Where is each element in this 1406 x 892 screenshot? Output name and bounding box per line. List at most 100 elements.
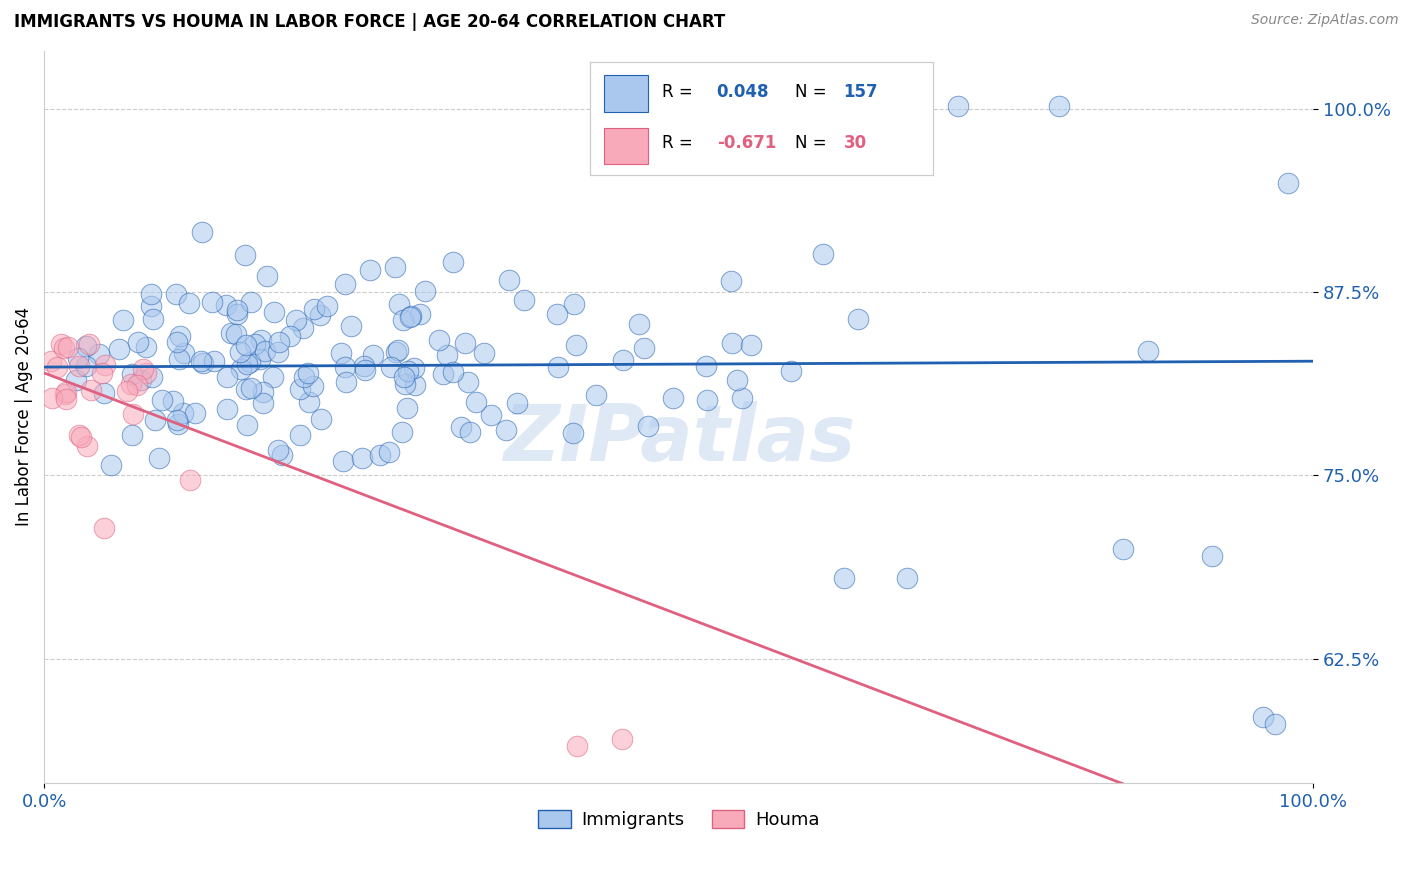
Point <box>93 521 115 535</box>
Point <box>111 313 134 327</box>
Point <box>253 343 276 358</box>
Point <box>564 297 586 311</box>
Point <box>121 367 143 381</box>
Point <box>166 334 188 349</box>
Point <box>387 343 409 357</box>
Point <box>141 312 163 326</box>
Point <box>173 346 195 360</box>
Point <box>333 359 356 374</box>
Point <box>165 286 187 301</box>
Point <box>79 336 101 351</box>
Point <box>217 401 239 416</box>
Point <box>267 334 290 349</box>
Point <box>353 363 375 377</box>
Point <box>633 341 655 355</box>
Point <box>67 351 90 365</box>
Point <box>139 299 162 313</box>
Point <box>392 313 415 327</box>
Point <box>39 354 62 368</box>
Point <box>359 263 381 277</box>
Point <box>546 307 568 321</box>
Point <box>239 355 262 369</box>
Point <box>329 345 352 359</box>
Point <box>627 317 650 331</box>
Point <box>565 739 588 754</box>
Point <box>464 394 486 409</box>
Point <box>662 391 685 405</box>
Point <box>249 352 271 367</box>
Point <box>610 732 633 747</box>
Point <box>479 408 502 422</box>
Point <box>630 813 652 827</box>
Legend: Immigrants, Houma: Immigrants, Houma <box>531 803 827 837</box>
Point <box>67 359 90 373</box>
Y-axis label: In Labor Force | Age 20-64: In Labor Force | Age 20-64 <box>15 308 32 526</box>
Point <box>297 366 319 380</box>
Point <box>169 328 191 343</box>
Point <box>565 337 588 351</box>
Point <box>120 376 142 391</box>
Point <box>225 303 247 318</box>
Point <box>215 298 238 312</box>
Point <box>252 384 274 399</box>
Point <box>225 326 247 341</box>
Point <box>115 384 138 398</box>
Point <box>731 391 754 405</box>
Point <box>472 346 495 360</box>
Point <box>612 352 634 367</box>
Point <box>1264 717 1286 731</box>
Point <box>1277 176 1299 190</box>
Point <box>239 381 262 395</box>
Point <box>450 420 472 434</box>
Point <box>94 358 117 372</box>
Point <box>252 395 274 409</box>
Point <box>55 392 77 406</box>
Point <box>498 273 520 287</box>
Point <box>285 312 308 326</box>
Point <box>179 473 201 487</box>
Point <box>67 427 90 442</box>
Point <box>127 334 149 349</box>
Point <box>135 366 157 380</box>
Point <box>380 359 402 374</box>
Point <box>1049 99 1071 113</box>
Point <box>333 277 356 291</box>
Point <box>263 369 285 384</box>
Point <box>46 359 69 374</box>
Point <box>288 383 311 397</box>
Point <box>100 458 122 473</box>
Point <box>396 364 419 378</box>
Point <box>53 386 76 401</box>
Point <box>129 373 152 387</box>
Point <box>585 388 607 402</box>
Point <box>363 349 385 363</box>
Point <box>302 378 325 392</box>
Point <box>298 395 321 409</box>
Point <box>384 260 406 274</box>
Point <box>340 319 363 334</box>
Point <box>219 326 242 341</box>
Point <box>148 450 170 465</box>
Point <box>58 340 80 354</box>
Point <box>93 385 115 400</box>
Point <box>394 370 416 384</box>
Point <box>229 345 252 359</box>
Point <box>217 369 239 384</box>
Point <box>404 361 426 376</box>
Text: IMMIGRANTS VS HOUMA IN LABOR FORCE | AGE 20-64 CORRELATION CHART: IMMIGRANTS VS HOUMA IN LABOR FORCE | AGE… <box>14 13 725 31</box>
Point <box>335 376 357 390</box>
Point <box>267 345 290 359</box>
Point <box>87 347 110 361</box>
Point <box>201 294 224 309</box>
Point <box>290 428 312 442</box>
Point <box>79 383 101 397</box>
Point <box>441 365 464 379</box>
Point <box>315 299 337 313</box>
Point <box>235 383 257 397</box>
Point <box>506 396 529 410</box>
Point <box>308 308 330 322</box>
Point <box>235 418 257 433</box>
Point <box>90 366 112 380</box>
Point <box>233 248 256 262</box>
Point <box>191 225 214 239</box>
